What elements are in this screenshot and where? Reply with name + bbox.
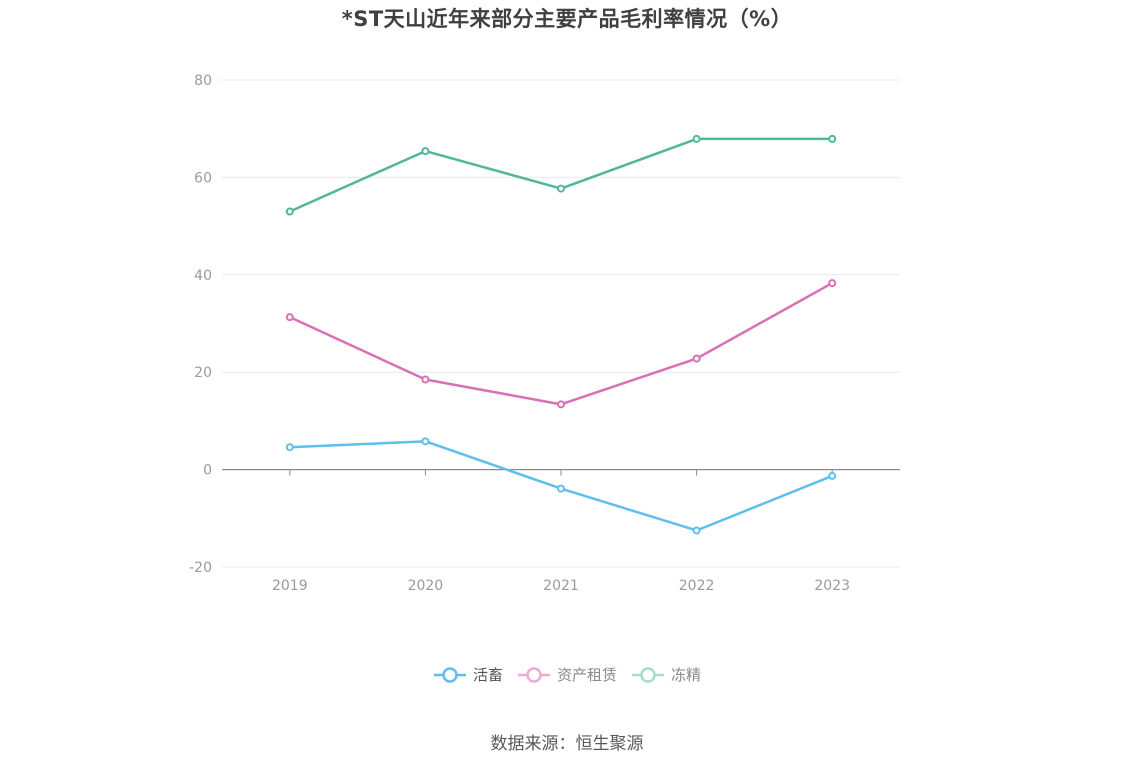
y-tick-label: 80 [194,73,212,89]
x-tick-label: 2019 [272,578,308,594]
data-point[interactable] [828,279,837,288]
data-point[interactable] [828,471,837,480]
y-tick-label: 20 [194,365,212,381]
x-tick-label: 2023 [814,578,850,594]
legend-symbol [632,666,664,683]
series-line [289,137,833,213]
legend-label: 冻精 [671,666,702,684]
data-point[interactable] [692,134,701,143]
data-source: 数据来源：恒生聚源 [490,734,644,754]
y-tick-label: 0 [203,463,212,479]
data-point[interactable] [692,526,701,535]
legend-item[interactable]: 资产租赁 [517,664,617,685]
data-point[interactable] [557,184,565,193]
x-tick-label: 2021 [543,578,579,594]
y-tick-label: 40 [194,268,212,284]
series-line [289,281,833,406]
y-tick-label: -20 [189,560,212,576]
series-2 [285,134,837,216]
chart-title: *ST天山近年来部分主要产品毛利率情况（%） [341,7,793,31]
data-point[interactable] [557,400,565,409]
x-tick-label: 2020 [408,578,444,594]
data-point[interactable] [421,375,430,384]
legend-marker [526,666,542,683]
y-tick-label: 60 [194,170,212,186]
legend-symbol [517,666,550,683]
data-point[interactable] [557,484,565,493]
legend-label: 活畜 [472,666,503,684]
series-1 [285,279,837,409]
data-point[interactable] [285,207,294,216]
legend-symbol [433,666,466,683]
grid-lines [222,79,900,568]
data-point[interactable] [692,354,701,363]
legend-item[interactable]: 活畜 [433,664,503,685]
data-point[interactable] [421,437,430,446]
data-point[interactable] [421,147,430,156]
x-tick-label: 2022 [679,578,715,594]
data-point[interactable] [828,134,837,143]
axes: -20 0 20 40 60 80 2019 2020 2021 2022 2023 [189,73,900,594]
data-point[interactable] [285,313,294,322]
series-0 [285,437,837,535]
legend-marker [442,666,458,683]
legend: 活畜 资产租赁 冻精 [0,664,1134,685]
legend-marker [640,666,656,683]
data-point[interactable] [285,443,294,452]
legend-item[interactable]: 冻精 [631,664,701,685]
legend-label: 资产租赁 [556,666,617,684]
series-lines [285,134,837,535]
